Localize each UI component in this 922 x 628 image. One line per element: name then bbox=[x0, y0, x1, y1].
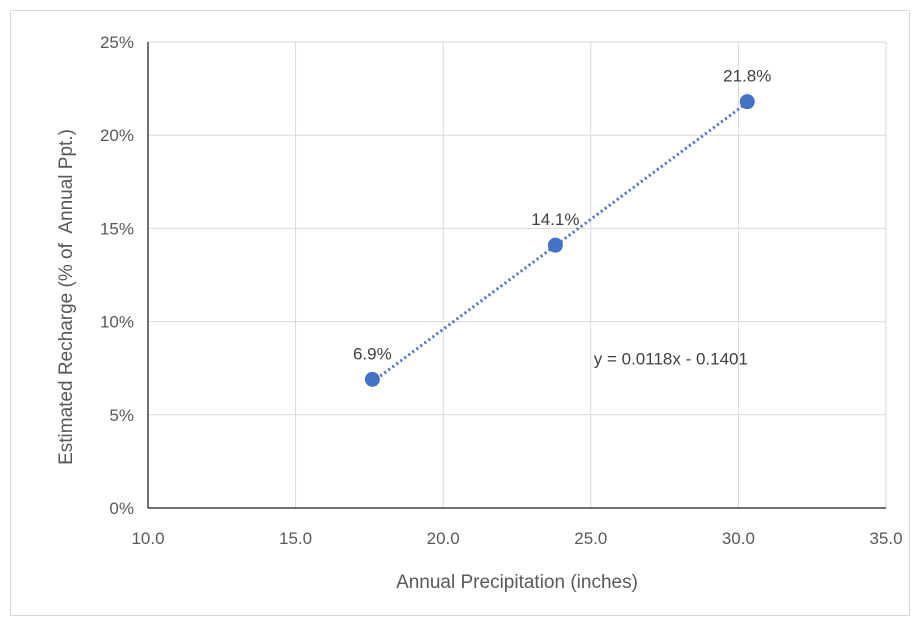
x-tick-label: 35.0 bbox=[869, 529, 902, 548]
x-tick-label: 25.0 bbox=[574, 529, 607, 548]
x-tick-label: 10.0 bbox=[131, 529, 164, 548]
data-point bbox=[364, 371, 380, 387]
data-points bbox=[364, 94, 755, 387]
x-axis-title: Annual Precipitation (inches) bbox=[396, 572, 638, 593]
y-tick-label: 25% bbox=[100, 33, 134, 52]
labels: 0% 5% 10% 15% 20% 25% 10.0 15.0 20.0 25.0 30.0 35.0… bbox=[56, 33, 903, 593]
data-label: 6.9% bbox=[353, 344, 392, 363]
x-tick-label: 20.0 bbox=[427, 529, 460, 548]
data-label: 14.1% bbox=[531, 210, 579, 229]
data-label: 21.8% bbox=[723, 67, 771, 86]
y-tick-label: 5% bbox=[109, 406, 134, 425]
x-tick-label: 15.0 bbox=[279, 529, 312, 548]
data-point bbox=[739, 94, 755, 110]
y-tick-label: 0% bbox=[109, 499, 134, 518]
chart-frame bbox=[10, 10, 910, 616]
y-axis-title: Estimated Recharge (% of Annual Ppt.) bbox=[56, 129, 77, 465]
data-point bbox=[547, 237, 563, 253]
grid-lines bbox=[148, 41, 887, 508]
y-tick-label: 20% bbox=[100, 126, 134, 145]
y-tick-label: 15% bbox=[100, 219, 134, 238]
axes bbox=[147, 42, 886, 509]
x-tick-label: 30.0 bbox=[722, 529, 755, 548]
trendline-equation: y = 0.0118x - 0.1401 bbox=[594, 349, 748, 368]
y-tick-label: 10% bbox=[100, 313, 134, 332]
